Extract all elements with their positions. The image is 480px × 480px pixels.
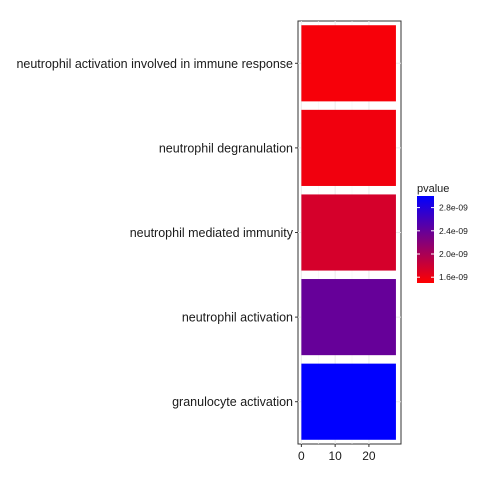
legend-title: pvalue <box>417 183 449 195</box>
legend-tick-label: 2.8e-09 <box>439 203 468 213</box>
bar <box>301 363 396 440</box>
x-tick-label: 20 <box>362 449 376 463</box>
bar <box>301 109 396 186</box>
legend: pvalue 2.8e-09 2.4e-09 2.0e-09 1.6e-09 <box>417 183 468 283</box>
legend-tick-label: 2.0e-09 <box>439 249 468 259</box>
category-labels: neutrophil activation involved in immune… <box>16 57 298 409</box>
colorbar <box>417 196 434 283</box>
legend-tick-label: 1.6e-09 <box>439 272 468 282</box>
category-label: neutrophil mediated immunity <box>130 226 294 240</box>
bar <box>301 279 396 356</box>
x-tick-label: 10 <box>328 449 342 463</box>
category-label: neutrophil activation involved in immune… <box>16 57 293 71</box>
category-label: granulocyte activation <box>172 395 293 409</box>
category-label: neutrophil degranulation <box>159 141 293 155</box>
bars <box>301 25 396 440</box>
bar <box>301 25 396 102</box>
x-axis: 0 10 20 <box>298 444 376 463</box>
legend-tick-label: 2.4e-09 <box>439 226 468 236</box>
bar <box>301 194 396 271</box>
category-label: neutrophil activation <box>182 311 293 325</box>
x-tick-label: 0 <box>298 449 305 463</box>
